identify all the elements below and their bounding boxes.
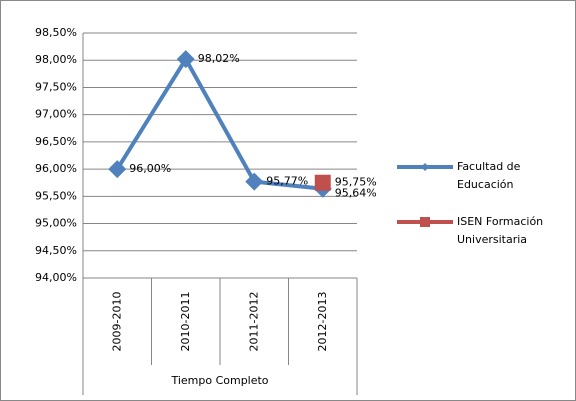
y-tick-label: 97,00%	[35, 108, 77, 121]
legend-marker	[421, 163, 429, 171]
y-tick-label: 96,00%	[35, 162, 77, 175]
marker	[108, 160, 127, 179]
x-tick-label: 2012-2013	[316, 292, 329, 352]
legend-item: ISEN Formación Universitaria	[395, 213, 565, 253]
marker	[314, 174, 331, 191]
data-label: 98,02%	[198, 52, 240, 65]
marker	[176, 50, 195, 69]
x-tick-label: 2011-2012	[247, 292, 260, 352]
marker	[245, 172, 264, 191]
legend-swatch	[397, 163, 453, 171]
legend-item: Facultad de Educación	[395, 158, 565, 198]
x-tick-label: 2010-2011	[179, 292, 192, 352]
data-label: 95,64%	[335, 187, 377, 200]
y-tick-label: 98,00%	[35, 53, 77, 66]
series-line	[115, 57, 323, 191]
y-tick-label: 98,50%	[35, 26, 77, 39]
data-label: 95,75%	[335, 176, 377, 189]
y-tick-label: 95,00%	[35, 217, 77, 230]
legend-label: Facultad de Educación	[457, 160, 521, 191]
data-label: 95,77%	[266, 175, 308, 188]
category-group-label: Tiempo Completo	[170, 374, 268, 387]
legend-marker	[420, 217, 430, 227]
y-tick-label: 95,50%	[35, 189, 77, 202]
legend-swatch	[397, 217, 453, 227]
legend-label: ISEN Formación Universitaria	[457, 215, 544, 246]
x-tick-label: 2009-2010	[110, 292, 123, 352]
y-tick-label: 96,50%	[35, 135, 77, 148]
data-label: 96,00%	[129, 162, 171, 175]
y-tick-label: 94,50%	[35, 244, 77, 257]
y-tick-label: 97,50%	[35, 80, 77, 93]
y-tick-label: 94,00%	[35, 271, 77, 284]
